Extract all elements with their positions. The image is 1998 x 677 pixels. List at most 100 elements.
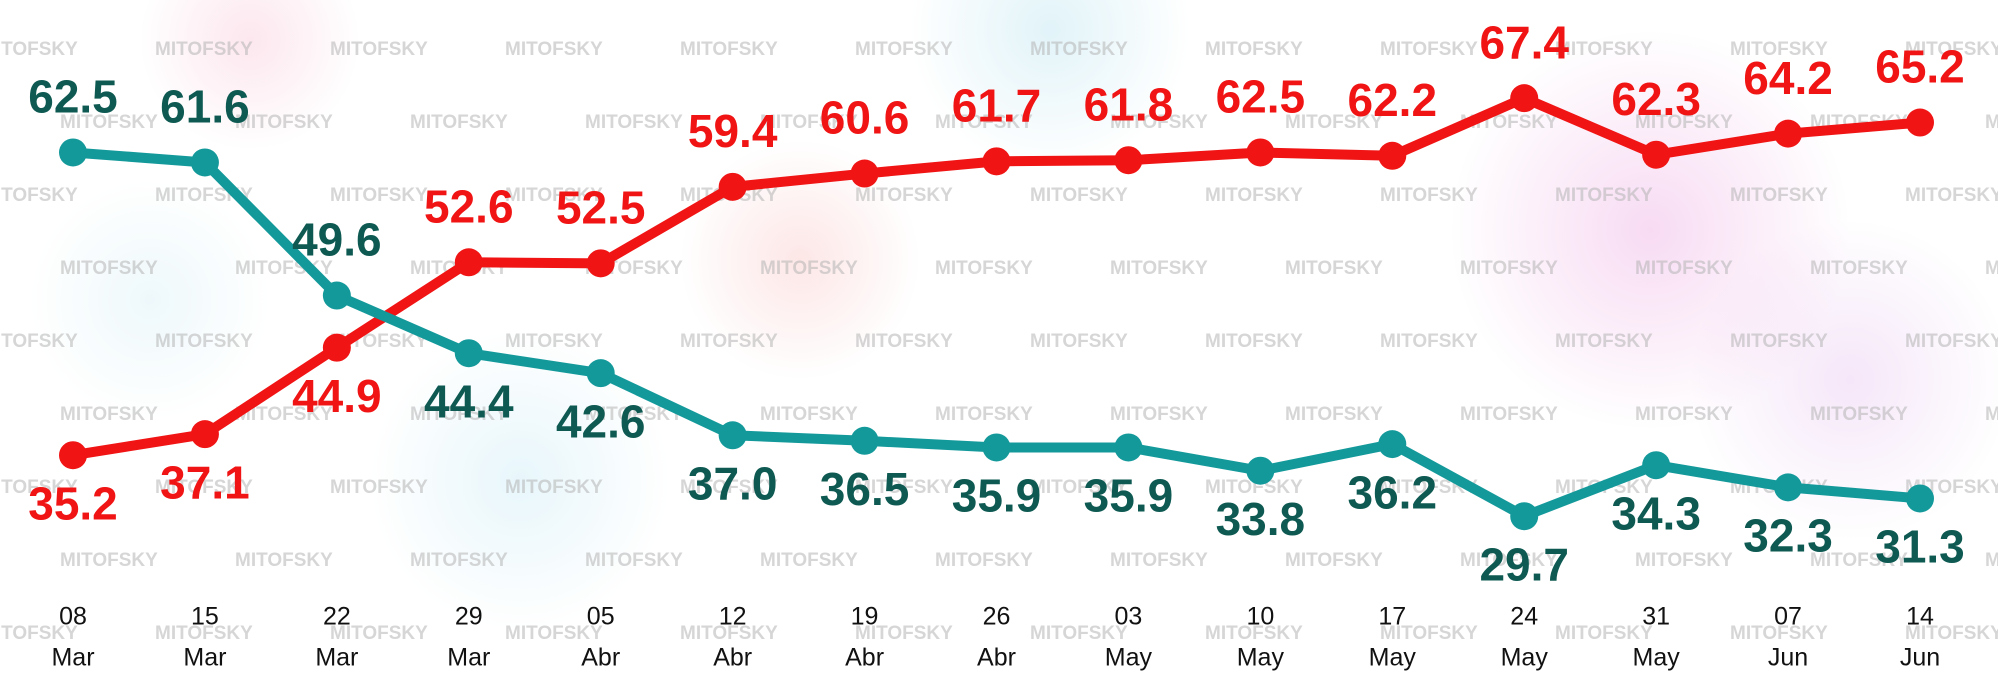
- watermark: MITOFSKY: [760, 112, 858, 133]
- watermark: MITOFSKY: [1380, 623, 1478, 644]
- watermark: MITOFSKY: [1030, 623, 1128, 644]
- point: [1378, 430, 1407, 459]
- watermark: MITOFSKY: [0, 185, 78, 206]
- watermark: MITOFSKY: [1810, 404, 1908, 425]
- watermark: MITOFSKY: [410, 550, 508, 571]
- watermark: MITOFSKY: [1285, 112, 1383, 133]
- watermark: MITOFSKY: [935, 258, 1033, 279]
- watermark: MITOFSKY: [1285, 404, 1383, 425]
- watermark: MITOFSKY: [1810, 550, 1908, 571]
- value-label: 36.2: [1348, 466, 1438, 518]
- value-label: 61.8: [1084, 78, 1174, 130]
- value-label: 31.3: [1875, 521, 1965, 573]
- value-label: 67.4: [1479, 16, 1569, 68]
- watermark: MITOFSKY: [155, 331, 253, 352]
- watermark: MITOFSKY: [1730, 185, 1828, 206]
- watermark: MITOFSKY: [1555, 623, 1653, 644]
- watermark: MITOFSKY: [60, 404, 158, 425]
- value-label: 37.0: [688, 457, 778, 509]
- watermark: MITOFSKY: [1730, 39, 1828, 60]
- point: [1774, 119, 1803, 148]
- watermark: MITOFSKY: [585, 404, 683, 425]
- watermark: MITOFSKY: [1205, 39, 1303, 60]
- point: [1378, 141, 1407, 170]
- value-label: 49.6: [292, 214, 382, 266]
- watermark: MITOFSKY: [855, 331, 953, 352]
- value-label: 35.2: [28, 477, 118, 529]
- watermark: MITOFSKY: [1030, 185, 1128, 206]
- x-tick-month: May: [1105, 644, 1153, 672]
- watermark: MITOFSKY: [1905, 185, 1998, 206]
- watermark: MITOFSKY: [155, 39, 253, 60]
- watermark: MITOFSKY: [155, 623, 253, 644]
- x-tick-day: 07: [1774, 603, 1802, 631]
- x-tick-day: 17: [1378, 603, 1406, 631]
- point: [850, 159, 879, 188]
- watermark: MITOFSKY: [1030, 477, 1128, 498]
- watermark: MITOFSKY: [1460, 550, 1558, 571]
- watermark: MITOFSKY: [410, 112, 508, 133]
- point: [982, 433, 1011, 462]
- x-tick-month: May: [1501, 644, 1549, 672]
- watermark: MITOFSKY: [1635, 112, 1733, 133]
- point: [59, 441, 87, 470]
- watermark: MITOFSKY: [1985, 550, 1998, 571]
- value-label: 52.6: [424, 180, 514, 232]
- watermark: MITOFSKY: [410, 404, 508, 425]
- x-tick-month: Abr: [845, 644, 884, 672]
- value-label: 60.6: [820, 92, 910, 144]
- x-tick-day: 26: [983, 603, 1011, 631]
- x-tick-day: 03: [1115, 603, 1143, 631]
- value-label: 61.7: [952, 80, 1042, 132]
- watermark: MITOFSKY: [1380, 331, 1478, 352]
- value-label: 62.5: [1216, 71, 1306, 123]
- watermark: MITOFSKY: [1985, 112, 1998, 133]
- watermark: MITOFSKY: [0, 331, 78, 352]
- watermark: MITOFSKY: [1205, 185, 1303, 206]
- watermark: MITOFSKY: [1030, 39, 1128, 60]
- watermark: MITOFSKY: [1810, 258, 1908, 279]
- value-label: 44.9: [292, 370, 382, 422]
- point: [850, 426, 879, 455]
- watermark: MITOFSKY: [1285, 550, 1383, 571]
- value-label: 36.5: [820, 463, 910, 515]
- x-tick-day: 08: [59, 603, 87, 631]
- x-tick-day: 15: [191, 603, 219, 631]
- point: [190, 148, 219, 177]
- value-label: 33.8: [1216, 493, 1306, 545]
- point: [1906, 484, 1934, 513]
- value-label: 34.3: [1611, 487, 1701, 539]
- watermark: MITOFSKY: [1555, 331, 1653, 352]
- point: [454, 248, 483, 277]
- watermark: MITOFSKY: [1905, 39, 1998, 60]
- x-tick-month: Mar: [315, 644, 358, 672]
- x-tick-month: May: [1633, 644, 1681, 672]
- watermark: MITOFSKY: [505, 331, 603, 352]
- value-label: 65.2: [1875, 41, 1965, 93]
- watermark: MITOFSKY: [60, 112, 158, 133]
- value-label: 35.9: [1084, 470, 1174, 522]
- watermark: MITOFSKY: [1205, 331, 1303, 352]
- point: [1510, 502, 1539, 531]
- watermark: MITOFSKY: [505, 477, 603, 498]
- watermark: MITOFSKY: [760, 550, 858, 571]
- value-label: 61.6: [160, 81, 250, 133]
- watermark: MITOFSKY: [1030, 331, 1128, 352]
- watermark: MITOFSKY: [1730, 331, 1828, 352]
- value-label: 37.1: [160, 456, 250, 508]
- x-tick-month: Mar: [183, 644, 226, 672]
- x-tick-month: Abr: [581, 644, 620, 672]
- x-tick-day: 22: [323, 603, 351, 631]
- x-tick-month: May: [1237, 644, 1285, 672]
- watermark: MITOFSKY: [235, 112, 333, 133]
- watermark: MITOFSKY: [1635, 550, 1733, 571]
- x-tick-month: Jun: [1900, 644, 1940, 672]
- watermark: MITOFSKY: [680, 477, 778, 498]
- watermark: MITOFSKY: [1985, 404, 1998, 425]
- watermark: MITOFSKY: [330, 623, 428, 644]
- watermark: MITOFSKY: [680, 39, 778, 60]
- watermark: MITOFSKY: [505, 185, 603, 206]
- watermark: MITOFSKY: [1460, 404, 1558, 425]
- point: [1114, 146, 1143, 175]
